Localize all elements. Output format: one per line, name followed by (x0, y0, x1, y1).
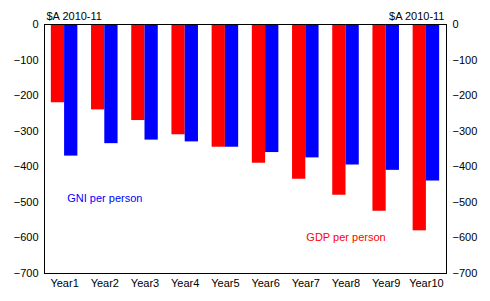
svg-text:Year2: Year2 (91, 277, 119, 289)
svg-text:Year10: Year10 (409, 277, 443, 289)
svg-text:−100: −100 (14, 54, 39, 66)
svg-text:−500: −500 (14, 196, 39, 208)
svg-text:−600: −600 (453, 231, 478, 243)
svg-text:−200: −200 (453, 89, 478, 101)
svg-text:−600: −600 (14, 231, 39, 243)
svg-text:Year7: Year7 (292, 277, 320, 289)
svg-text:−200: −200 (14, 89, 39, 101)
svg-text:−500: −500 (453, 196, 478, 208)
svg-text:Year6: Year6 (251, 277, 279, 289)
svg-text:−100: −100 (453, 54, 478, 66)
svg-text:−300: −300 (14, 125, 39, 137)
svg-text:$A 2010-11: $A 2010-11 (47, 10, 102, 22)
svg-text:GNI per person: GNI per person (67, 192, 142, 204)
svg-text:−300: −300 (453, 125, 478, 137)
svg-text:Year1: Year1 (50, 277, 78, 289)
svg-text:0: 0 (453, 18, 459, 30)
svg-text:Year3: Year3 (131, 277, 159, 289)
svg-text:Year9: Year9 (372, 277, 400, 289)
svg-text:−700: −700 (14, 267, 39, 279)
svg-text:GDP per person: GDP per person (306, 231, 385, 243)
svg-text:−400: −400 (14, 160, 39, 172)
svg-text:$A 2010-11: $A 2010-11 (389, 10, 444, 22)
svg-text:Year4: Year4 (171, 277, 199, 289)
svg-text:0: 0 (32, 18, 38, 30)
svg-text:Year5: Year5 (211, 277, 239, 289)
svg-text:−700: −700 (453, 267, 478, 279)
svg-text:Year8: Year8 (332, 277, 360, 289)
svg-text:−400: −400 (453, 160, 478, 172)
